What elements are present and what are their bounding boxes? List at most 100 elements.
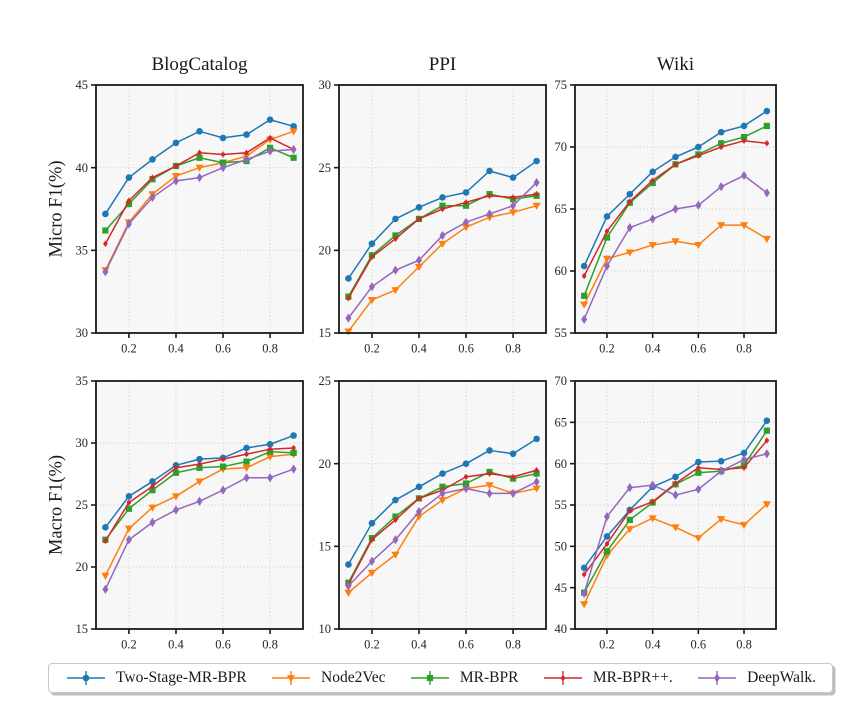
axis-tick-labels: 0.2 0.4 0.6 0.8 55 60 65 70 75 [555, 78, 752, 355]
svg-text:0.6: 0.6 [215, 638, 231, 652]
svg-text:0.6: 0.6 [215, 342, 231, 356]
axis-ticks [570, 380, 745, 634]
series-Two-Stage-MR-BPR [102, 116, 297, 218]
svg-text:65: 65 [555, 202, 568, 216]
axis-ticks [334, 380, 514, 634]
svg-text:75: 75 [555, 78, 568, 92]
svg-text:0.4: 0.4 [645, 342, 661, 356]
plot-blogcatalog-micro: 0.2 0.4 0.6 0.8 30 35 40 45 [76, 78, 304, 356]
plot-blogcatalog-macro: 0.2 0.4 0.6 0.8 15 20 25 30 35 [76, 374, 304, 652]
svg-text:0.6: 0.6 [691, 342, 707, 356]
axis-ticks [334, 84, 514, 338]
svg-text:0.8: 0.8 [262, 342, 278, 356]
svg-text:35: 35 [76, 374, 89, 388]
legend-marker-deepwalk-icon [698, 671, 737, 685]
plot-wiki-macro: 0.2 0.4 0.6 0.8 40 45 50 55 60 65 70 [555, 374, 777, 652]
axis-ticks [91, 84, 271, 338]
svg-text:0.4: 0.4 [645, 638, 661, 652]
legend-label: DeepWalk. [747, 669, 816, 686]
legend-item-mr-bpr: MR-BPR [409, 668, 519, 688]
svg-text:0.8: 0.8 [736, 638, 752, 652]
legend-marker-mr-bpr-plus-plus-icon [543, 671, 582, 685]
svg-text:0.2: 0.2 [364, 638, 380, 652]
svg-text:20: 20 [76, 560, 89, 574]
series-MR-BPR++. [103, 134, 296, 247]
plot-background [575, 381, 776, 629]
svg-text:20: 20 [319, 244, 332, 258]
svg-text:25: 25 [76, 498, 89, 512]
axes-spines [338, 380, 547, 630]
svg-text:0.2: 0.2 [121, 342, 137, 356]
svg-text:40: 40 [555, 622, 568, 636]
legend-label: Node2Vec [321, 669, 386, 686]
svg-text:45: 45 [555, 581, 568, 595]
legend-marker-node2vec-icon [272, 671, 310, 685]
legend-item-node2vec: Node2Vec [270, 668, 386, 688]
svg-text:0.8: 0.8 [736, 342, 752, 356]
series-DeepWalk. [345, 177, 540, 323]
plot-title-ppi: PPI [428, 54, 457, 75]
svg-text:15: 15 [319, 326, 332, 340]
svg-text:10: 10 [319, 622, 332, 636]
legend-item-mr-bpr-plus-plus: MR-BPR++. [542, 668, 673, 688]
series-Node2Vec [580, 222, 771, 309]
legend-label: MR-BPR++. [592, 669, 673, 686]
legend-marker-mr-bpr-icon [410, 671, 449, 685]
legend-item-deepwalk: DeepWalk. [696, 668, 816, 688]
axis-tick-labels: 0.2 0.4 0.6 0.8 10 15 20 25 [319, 374, 521, 651]
axes-spines [338, 84, 547, 334]
legend-label: Two-Stage-MR-BPR [116, 669, 247, 686]
svg-text:20: 20 [319, 457, 332, 471]
svg-text:15: 15 [319, 540, 332, 554]
svg-text:0.6: 0.6 [691, 638, 707, 652]
svg-text:70: 70 [555, 374, 568, 388]
svg-text:0.4: 0.4 [168, 638, 184, 652]
series-MR-BPR++. [346, 191, 539, 302]
svg-text:0.8: 0.8 [262, 638, 278, 652]
axis-ticks [570, 84, 745, 338]
svg-text:25: 25 [319, 374, 332, 388]
svg-text:45: 45 [76, 78, 89, 92]
svg-text:0.6: 0.6 [458, 638, 474, 652]
plot-background [339, 381, 546, 629]
series-MR-BPR++. [582, 137, 769, 279]
series-DeepWalk. [345, 477, 540, 591]
svg-text:55: 55 [555, 498, 568, 512]
axis-tick-labels: 0.2 0.4 0.6 0.8 15 20 25 30 [319, 78, 521, 355]
plot-title-wiki: Wiki [656, 54, 695, 75]
legend-item-two-stage-mr-bpr: Two-Stage-MR-BPR [65, 668, 247, 688]
axes-spines [95, 84, 304, 334]
series-Node2Vec [344, 202, 541, 336]
plot-ppi-micro: 0.2 0.4 0.6 0.8 15 20 25 30 [319, 78, 547, 356]
svg-text:0.4: 0.4 [168, 342, 184, 356]
axis-tick-labels: 0.2 0.4 0.6 0.8 15 20 25 30 35 [76, 374, 278, 651]
plot-title-blogcatalog: BlogCatalog [151, 54, 248, 75]
series-Two-Stage-MR-BPR [345, 157, 540, 282]
legend-label: MR-BPR [459, 669, 519, 686]
svg-text:0.4: 0.4 [411, 342, 427, 356]
series-Two-Stage-MR-BPR [345, 435, 540, 568]
svg-text:30: 30 [76, 326, 89, 340]
svg-text:0.2: 0.2 [599, 342, 615, 356]
axis-tick-labels: 0.2 0.4 0.6 0.8 40 45 50 55 60 65 70 [555, 374, 752, 651]
svg-text:0.2: 0.2 [364, 342, 380, 356]
svg-text:55: 55 [555, 326, 568, 340]
svg-text:0.2: 0.2 [599, 638, 615, 652]
svg-text:40: 40 [76, 161, 89, 175]
svg-text:15: 15 [76, 622, 89, 636]
svg-text:0.4: 0.4 [411, 638, 427, 652]
svg-text:30: 30 [76, 436, 89, 450]
svg-text:25: 25 [319, 161, 332, 175]
svg-text:50: 50 [555, 540, 568, 554]
svg-text:65: 65 [555, 416, 568, 430]
series-Two-Stage-MR-BPR [580, 107, 771, 270]
chart-legend: Two-Stage-MR-BPR Node2Vec MR-BPR MR-BPR+… [48, 663, 833, 693]
svg-text:70: 70 [555, 140, 568, 154]
plot-wiki-micro: 0.2 0.4 0.6 0.8 55 60 65 70 75 [555, 78, 777, 356]
legend-marker-two-stage-mr-bpr-icon [67, 671, 105, 685]
svg-text:0.2: 0.2 [121, 638, 137, 652]
svg-text:35: 35 [76, 244, 89, 258]
axis-tick-labels: 0.2 0.4 0.6 0.8 30 35 40 45 [76, 78, 278, 355]
svg-text:60: 60 [555, 457, 568, 471]
